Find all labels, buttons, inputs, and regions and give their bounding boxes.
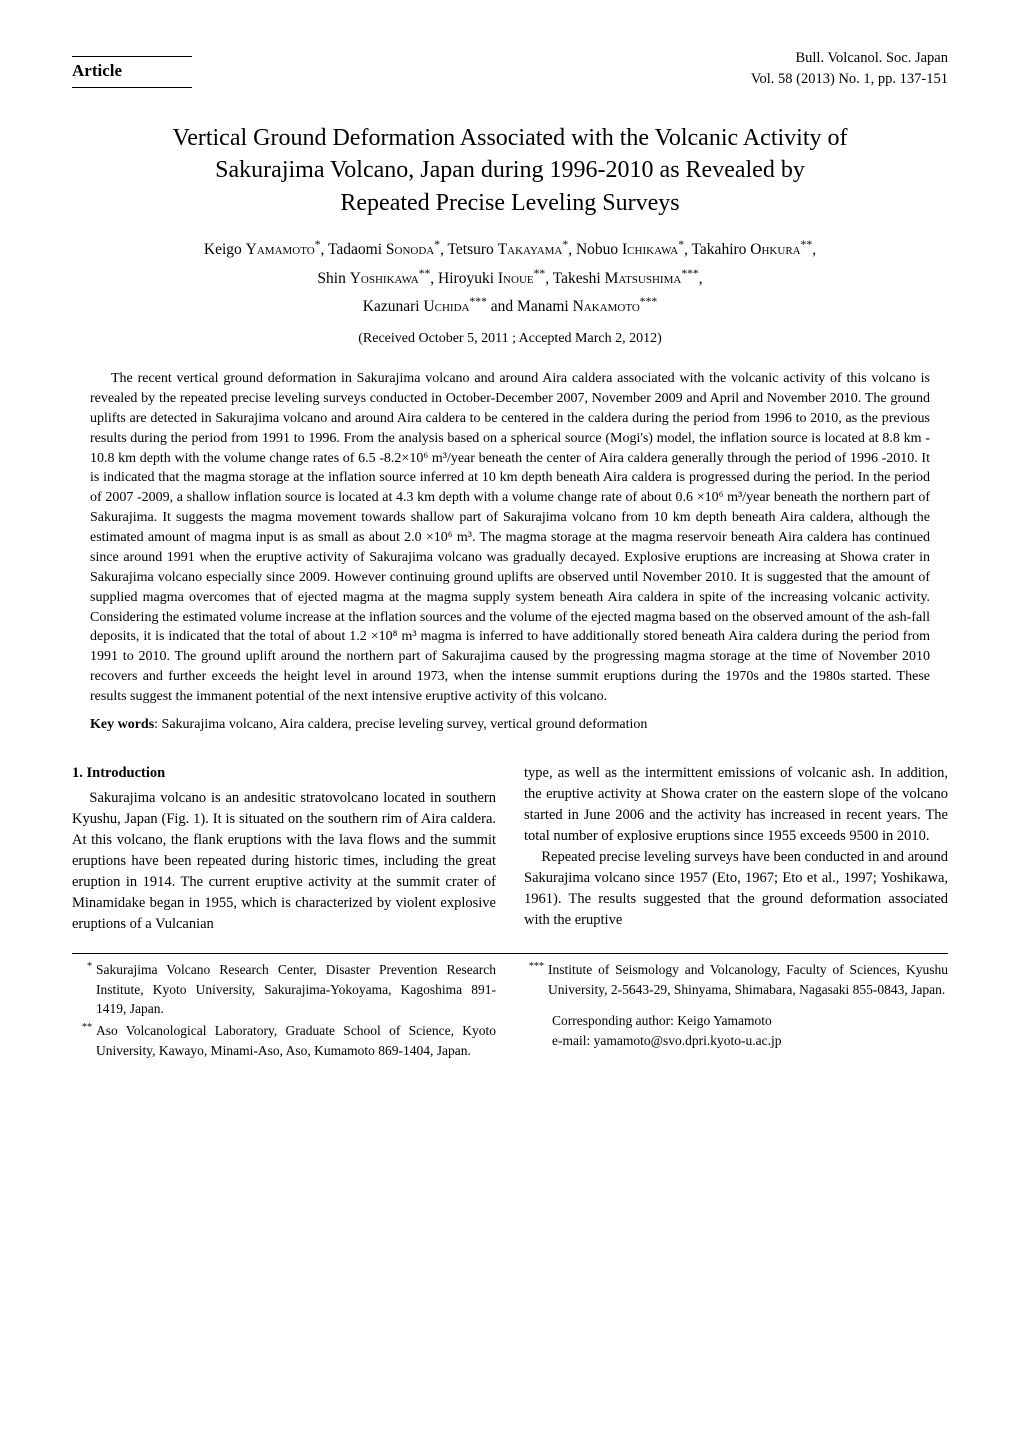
abstract-text: The recent vertical ground deformation i… [90, 369, 930, 707]
column-left: 1. Introduction Sakurajima volcano is an… [72, 763, 496, 935]
corresponding-author: Corresponding author: Keigo Yamamoto [524, 1011, 948, 1031]
footnote-col-right: *** Institute of Seismology and Volcanol… [524, 960, 948, 1062]
footnote-3: *** Institute of Seismology and Volcanol… [524, 960, 948, 999]
footnote-col-left: * Sakurajima Volcano Research Center, Di… [72, 960, 496, 1062]
author-4: Nobuo Ichikawa* [576, 241, 684, 258]
footnote-spacer [524, 1001, 948, 1011]
author-2: Tadaomi Sonoda* [328, 241, 440, 258]
header-rule [72, 56, 192, 57]
body-columns: 1. Introduction Sakurajima volcano is an… [72, 763, 948, 935]
journal-line2: Vol. 58 (2013) No. 1, pp. 137-151 [751, 69, 948, 90]
author-8: Takeshi Matsushima*** [553, 270, 699, 287]
header-rule-bottom [72, 87, 192, 88]
paper-title: Vertical Ground Deformation Associated w… [72, 122, 948, 219]
intro-paragraph-right-1: type, as well as the intermittent emissi… [524, 763, 948, 847]
author-7: Hiroyuki Inoue** [438, 270, 545, 287]
intro-paragraph-right-2: Repeated precise leveling surveys have b… [524, 847, 948, 931]
title-line-3: Repeated Precise Leveling Surveys [340, 190, 679, 216]
authors-block: Keigo Yamamoto*, Tadaomi Sonoda*, Tetsur… [72, 235, 948, 321]
footnote-3-mark: *** [524, 960, 548, 999]
author-6: Shin Yoshikawa** [317, 270, 430, 287]
author-1: Keigo Yamamoto* [204, 241, 321, 258]
author-3: Tetsuro Takayama* [448, 241, 569, 258]
footnote-1: * Sakurajima Volcano Research Center, Di… [72, 960, 496, 1019]
article-tag: Article [72, 59, 192, 84]
footnote-3-text: Institute of Seismology and Volcanology,… [548, 960, 948, 999]
corresponding-email: e-mail: yamamoto@svo.dpri.kyoto-u.ac.jp [524, 1031, 948, 1051]
footnote-2-text: Aso Volcanological Laboratory, Graduate … [96, 1021, 496, 1060]
journal-info: Bull. Volcanol. Soc. Japan Vol. 58 (2013… [751, 48, 948, 90]
footnote-rule [72, 953, 948, 954]
keywords-line: Key words: Sakurajima volcano, Aira cald… [90, 715, 930, 735]
footnote-2-mark: ** [72, 1021, 96, 1060]
footnote-2: ** Aso Volcanological Laboratory, Gradua… [72, 1021, 496, 1060]
received-line: (Received October 5, 2011 ; Accepted Mar… [72, 329, 948, 349]
column-right: type, as well as the intermittent emissi… [524, 763, 948, 935]
keywords-text: : Sakurajima volcano, Aira caldera, prec… [154, 717, 647, 732]
footnotes: * Sakurajima Volcano Research Center, Di… [72, 960, 948, 1062]
journal-line1: Bull. Volcanol. Soc. Japan [751, 48, 948, 69]
section-1-title: 1. Introduction [72, 763, 496, 784]
title-line-1: Vertical Ground Deformation Associated w… [173, 125, 848, 151]
keywords-label: Key words [90, 717, 154, 732]
author-5: Takahiro Ohkura** [692, 241, 813, 258]
footnote-1-text: Sakurajima Volcano Research Center, Disa… [96, 960, 496, 1019]
author-9: Kazunari Uchida*** [363, 298, 487, 315]
title-line-2: Sakurajima Volcano, Japan during 1996-20… [215, 157, 805, 183]
author-10: Manami Nakamoto*** [517, 298, 657, 315]
footnote-1-mark: * [72, 960, 96, 1019]
article-tag-block: Article [72, 56, 192, 90]
intro-paragraph-left: Sakurajima volcano is an andesitic strat… [72, 788, 496, 935]
page-header: Article Bull. Volcanol. Soc. Japan Vol. … [72, 48, 948, 90]
